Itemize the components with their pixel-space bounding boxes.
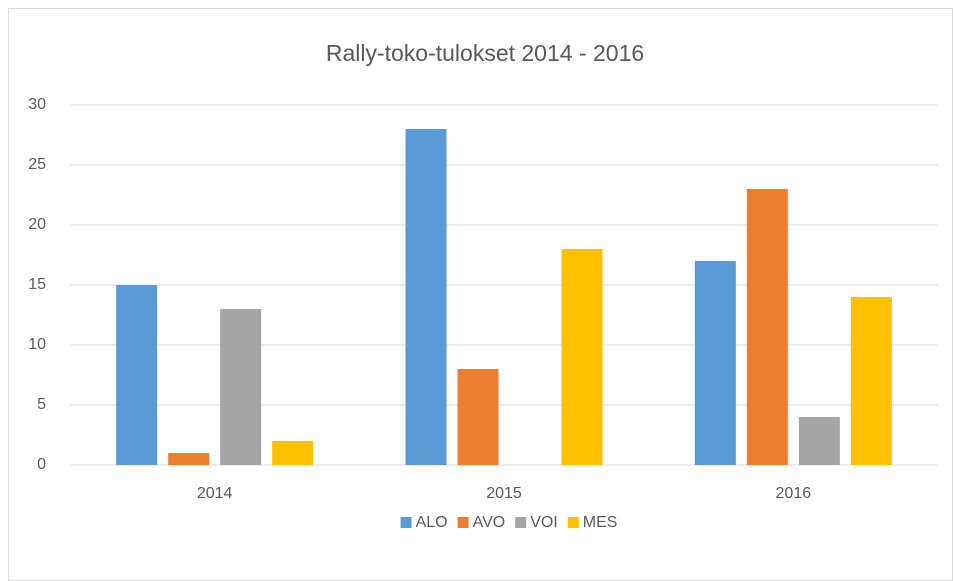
legend-swatch [567,517,579,528]
bar [220,309,262,465]
y-tick-label: 10 [28,336,46,353]
legend-swatch [457,517,469,528]
y-tick-label: 25 [28,156,46,173]
bar [272,441,314,465]
legend-swatch [515,517,527,528]
legend-swatch [400,517,412,528]
y-tick-label: 20 [28,216,46,233]
y-tick-label: 30 [28,96,46,113]
chart-border [8,8,953,581]
legend-label: AVO [473,514,506,531]
bar [168,453,210,465]
legend-label: ALO [416,514,448,531]
legend-label: VOI [530,514,558,531]
y-tick-label: 15 [28,276,46,293]
bar [850,297,892,465]
y-tick-label: 0 [37,456,46,473]
bar [798,417,840,465]
chart-title: Rally-toko-tulokset 2014 - 2016 [326,40,644,66]
bar [457,369,499,465]
bar [561,249,603,465]
bar [405,129,447,465]
bar [694,261,736,465]
x-tick-label: 2015 [486,485,522,502]
y-tick-label: 5 [37,396,46,413]
x-tick-label: 2014 [197,485,233,502]
x-tick-label: 2016 [776,485,812,502]
bar [116,285,158,465]
bar [746,189,788,465]
legend-label: MES [583,514,618,531]
